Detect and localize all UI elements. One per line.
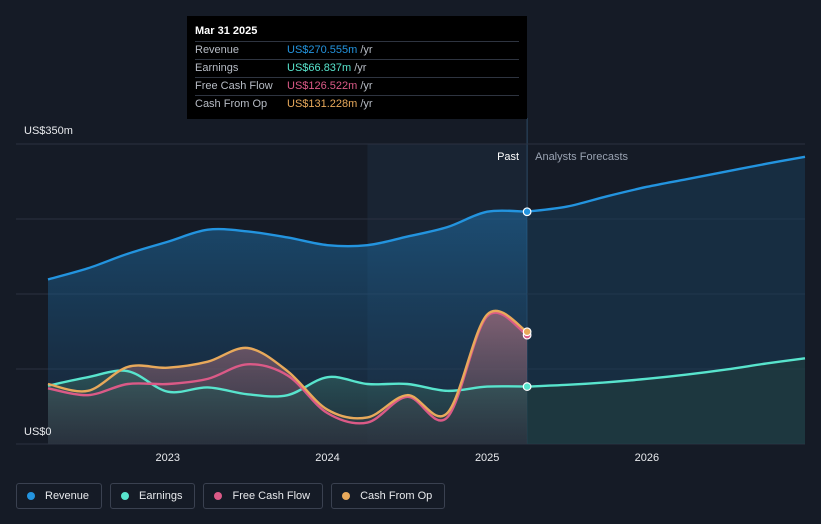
tooltip-value: US$131.228m bbox=[287, 98, 358, 110]
tooltip-date: Mar 31 2025 bbox=[195, 25, 258, 37]
legend-item-free-cash-flow[interactable]: Free Cash Flow bbox=[203, 483, 324, 509]
x-tick-label: 2024 bbox=[315, 452, 339, 464]
earnings-point bbox=[522, 382, 532, 391]
revenue-forecast-line bbox=[526, 155, 806, 213]
free-cash-flow-line bbox=[47, 311, 528, 425]
legend-label: Revenue bbox=[45, 490, 90, 502]
tooltip-label: Revenue bbox=[195, 44, 240, 56]
cash-from-op-dot-icon bbox=[342, 492, 351, 500]
tooltip-label: Cash From Op bbox=[195, 98, 268, 110]
cash-from-op-point bbox=[522, 327, 532, 337]
tooltip-unit: /yr bbox=[354, 62, 367, 74]
tooltip-value: US$126.522m bbox=[287, 80, 358, 92]
y-axis-max-label: US$350m bbox=[24, 125, 73, 137]
y-axis-min-label: US$0 bbox=[24, 426, 52, 438]
tooltip-value: US$66.837m bbox=[287, 62, 352, 74]
legend: Revenue Earnings Free Cash Flow Cash Fro… bbox=[16, 483, 446, 509]
revenue-line bbox=[47, 209, 528, 281]
earnings-forecast-line bbox=[527, 357, 806, 388]
tooltip-row-free-cash-flow: Free Cash Flow US$126.522m /yr bbox=[195, 77, 519, 95]
earnings-line bbox=[47, 369, 528, 398]
legend-label: Cash From Op bbox=[360, 490, 433, 502]
tooltip-value: US$270.555m bbox=[287, 44, 358, 56]
legend-item-earnings[interactable]: Earnings bbox=[110, 483, 196, 509]
earnings-dot-icon bbox=[121, 492, 130, 500]
chart-canvas: 2023 2024 2025 2026 Past Analysts Forecasts bbox=[16, 118, 806, 464]
x-tick-label: 2026 bbox=[635, 452, 659, 464]
legend-label: Earnings bbox=[139, 490, 183, 502]
tooltip-unit: /yr bbox=[360, 98, 373, 110]
earnings-forecast-area bbox=[527, 358, 805, 444]
cash-from-op-line bbox=[47, 309, 528, 420]
free-cash-flow-dot-icon bbox=[214, 492, 223, 500]
legend-item-revenue[interactable]: Revenue bbox=[16, 483, 103, 509]
x-tick-label: 2025 bbox=[475, 452, 499, 464]
forecast-label: Analysts Forecasts bbox=[535, 151, 628, 163]
tooltip-label: Free Cash Flow bbox=[195, 80, 273, 92]
tooltip-row-revenue: Revenue US$270.555m /yr bbox=[195, 41, 519, 59]
tooltip-unit: /yr bbox=[360, 44, 373, 56]
revenue-dot-icon bbox=[27, 492, 35, 500]
tooltip-row-earnings: Earnings US$66.837m /yr bbox=[195, 59, 519, 77]
past-label: Past bbox=[497, 151, 519, 163]
legend-label: Free Cash Flow bbox=[232, 490, 311, 502]
tooltip-unit: /yr bbox=[360, 80, 373, 92]
tooltip: Mar 31 2025 Revenue US$270.555m /yr Earn… bbox=[187, 16, 527, 119]
x-tick-label: 2023 bbox=[156, 452, 180, 464]
revenue-point bbox=[522, 207, 532, 217]
legend-item-cash-from-op[interactable]: Cash From Op bbox=[331, 483, 446, 509]
tooltip-row-cash-from-op: Cash From Op US$131.228m /yr bbox=[195, 95, 519, 113]
tooltip-label: Earnings bbox=[195, 62, 239, 74]
earnings-area bbox=[48, 370, 528, 444]
